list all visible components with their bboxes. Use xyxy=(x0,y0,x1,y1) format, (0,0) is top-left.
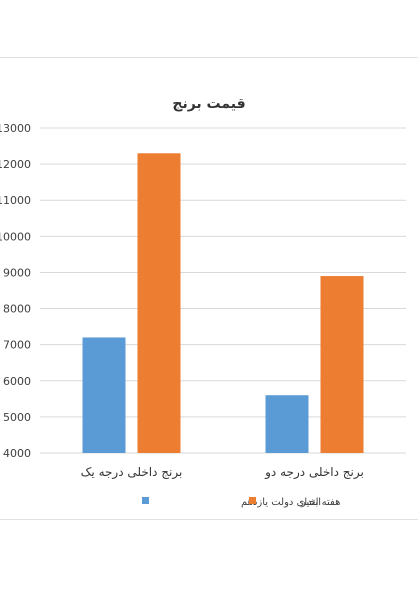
bar-1-cat-2 xyxy=(265,395,309,453)
y-tick-label-9: 13000 xyxy=(0,122,31,135)
bars xyxy=(82,153,364,453)
bar-2-cat-1 xyxy=(137,153,181,453)
chart-title: قیمت برنج xyxy=(172,96,245,112)
y-tick-label-6: 10000 xyxy=(0,230,31,243)
legend-swatch-1 xyxy=(142,497,149,504)
legend-label-2: هفته اخیر xyxy=(300,497,340,508)
category-label-2: برنج داخلی درجه دو xyxy=(264,465,364,480)
y-tick-label-1: 5000 xyxy=(3,411,31,424)
y-tick-label-8: 12000 xyxy=(0,158,31,171)
y-tick-label-4: 8000 xyxy=(3,303,31,316)
x-axis-category-labels: برنج داخلی درجه یک برنج داخلی درجه دو xyxy=(81,465,364,480)
bar-1-cat-1 xyxy=(82,337,126,453)
y-tick-label-3: 7000 xyxy=(3,339,31,352)
y-tick-label-2: 6000 xyxy=(3,375,31,388)
bar-2-cat-2 xyxy=(320,276,364,453)
y-tick-label-0: 4000 xyxy=(3,447,31,460)
y-tick-label-5: 9000 xyxy=(3,266,31,279)
legend-swatch-2 xyxy=(249,497,256,504)
y-axis-tick-labels: 4000 5000 6000 7000 8000 9000 10000 11000 12000 1… xyxy=(0,122,31,460)
frame-bottom-line xyxy=(0,519,418,520)
category-label-1: برنج داخلی درجه یک xyxy=(81,465,183,480)
frame-top-line xyxy=(0,57,418,58)
legend-label-1: ابتدای دولت یازدهم xyxy=(241,497,321,508)
y-tick-label-7: 11000 xyxy=(0,194,31,207)
